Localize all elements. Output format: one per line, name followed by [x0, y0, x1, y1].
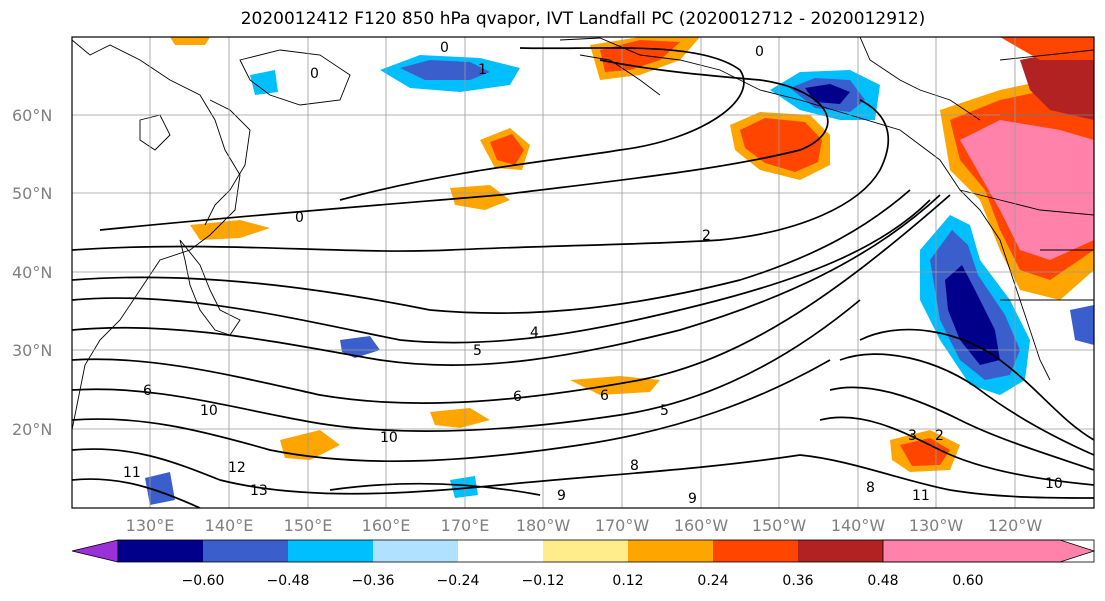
contour-label: 0 — [310, 66, 319, 82]
lon-label: 130°E — [126, 516, 175, 535]
colorbar-tick-label: 0.24 — [697, 573, 728, 589]
anomaly-shading — [145, 37, 1094, 505]
colorbar-extend-high — [882, 539, 1096, 563]
lat-label: 40°N — [12, 263, 52, 282]
contour-label: 6 — [513, 389, 522, 405]
colorbar-segment — [288, 540, 373, 562]
lat-label: 50°N — [12, 184, 52, 203]
lat-label: 30°N — [12, 341, 52, 360]
contour-label: 11 — [123, 465, 141, 481]
colorbar-tick-label: 0.36 — [782, 573, 813, 589]
contour-label: 6 — [600, 388, 609, 404]
colorbar-segment — [798, 540, 883, 562]
colorbar-segment — [203, 540, 288, 562]
contour-label: 10 — [200, 403, 218, 419]
colorbar-tick-label: 0.48 — [867, 573, 898, 589]
latitude-labels: 60°N 50°N 40°N 30°N 20°N — [12, 106, 52, 439]
colorbar-outline — [117, 539, 1095, 563]
contour-label: 3 — [908, 428, 917, 444]
contour-label: 10 — [380, 430, 398, 446]
contour-label: 0 — [755, 44, 764, 60]
colorbar-tick-label: −0.60 — [182, 573, 225, 589]
contour-label: 10 — [1045, 476, 1063, 492]
lon-label: 150°W — [752, 516, 807, 535]
colorbar-segment — [713, 540, 798, 562]
contour-label: 5 — [473, 343, 482, 359]
colorbar-segment — [373, 540, 458, 562]
contour-label: 1 — [478, 62, 487, 78]
lon-label: 170°W — [595, 516, 650, 535]
contour-label: 11 — [912, 488, 930, 504]
ivt-contours — [72, 47, 1094, 508]
lon-label: 150°E — [284, 516, 333, 535]
graticule — [72, 37, 1094, 508]
contour-label: 4 — [530, 325, 539, 341]
colorbar-extend-low — [71, 539, 119, 563]
contour-label: 5 — [660, 403, 669, 419]
lon-label: 120°W — [988, 516, 1043, 535]
contour-label: 6 — [143, 383, 152, 399]
lon-label: 170°E — [441, 516, 490, 535]
colorbar-tick-label: −0.36 — [352, 573, 395, 589]
colorbar-tick-label: −0.12 — [522, 573, 565, 589]
longitude-labels: 130°E 140°E 150°E 160°E 170°E 180°W 170°… — [126, 516, 1043, 535]
contour-label: 9 — [688, 491, 697, 507]
lon-label: 160°E — [362, 516, 411, 535]
colorbar-segment — [118, 540, 203, 562]
colorbar-tick-label: −0.48 — [267, 573, 310, 589]
lon-label: 140°W — [831, 516, 886, 535]
contour-label: 0 — [440, 40, 449, 56]
contour-labels: 0 0 0 0 1 2 2 3 4 5 6 6 6 5 8 8 9 9 10 1… — [123, 40, 1063, 507]
colorbar-segment — [458, 540, 543, 562]
contour-label: 8 — [630, 458, 639, 474]
contour-label: 8 — [866, 480, 875, 496]
coastlines — [72, 37, 1094, 431]
lat-label: 60°N — [12, 106, 52, 125]
contour-label: 13 — [250, 483, 268, 499]
contour-label: 2 — [702, 228, 711, 244]
map-title: 2020012412 F120 850 hPa qvapor, IVT Land… — [240, 9, 926, 29]
colorbar-tick-label: 0.60 — [952, 573, 983, 589]
colorbar: −0.60 −0.48 −0.36 −0.24 −0.12 0.12 0.24 … — [71, 539, 1096, 589]
lat-label: 20°N — [12, 420, 52, 439]
lon-label: 140°E — [205, 516, 254, 535]
contour-label: 12 — [228, 460, 246, 476]
colorbar-segment — [628, 540, 713, 562]
contour-label: 9 — [557, 488, 566, 504]
colorbar-tick-label: 0.12 — [612, 573, 643, 589]
colorbar-tick-label: −0.24 — [437, 573, 480, 589]
lon-label: 130°W — [909, 516, 964, 535]
lon-label: 160°W — [674, 516, 729, 535]
contour-label: 0 — [295, 210, 304, 226]
colorbar-segment — [543, 540, 628, 562]
map-frame — [71, 36, 1095, 509]
contour-label: 2 — [935, 428, 944, 444]
lon-label: 180°W — [516, 516, 571, 535]
